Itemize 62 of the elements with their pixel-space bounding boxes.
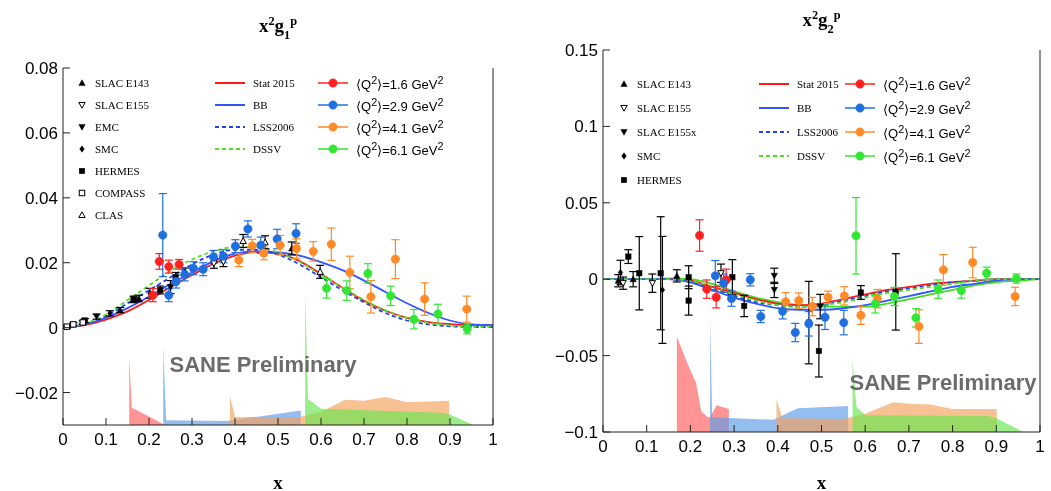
x-tick-label: 0.6 (309, 430, 333, 449)
y-tick-label: 0.08 (24, 59, 58, 78)
x-tick-label: 0.3 (180, 430, 204, 449)
y-tick-label: 0.1 (574, 117, 598, 137)
legend-label: EMC (95, 121, 119, 133)
x-tick-label: 0.5 (266, 430, 290, 449)
legend-label: Stat 2015 (797, 78, 839, 90)
x-tick-label: 0.9 (438, 430, 462, 449)
legend-label: SLAC E155 (637, 102, 692, 114)
y-tick-label: 0 (48, 318, 58, 338)
x-tick-label: 0.7 (352, 430, 376, 449)
y-tick-label: 0.15 (564, 41, 598, 60)
legend-label: DSSV (797, 150, 826, 162)
x-tick-label: 1 (488, 430, 498, 449)
legend-label: BB (253, 99, 268, 111)
legend-label: ⟨Q$^{2}$⟩=2.9 GeV$^{2}$ (883, 98, 971, 118)
legend-label: HERMES (95, 165, 140, 177)
legend-label: ⟨Q$^{2}$⟩=6.1 GeV$^{2}$ (356, 139, 444, 159)
legend-label: Stat 2015 (253, 77, 295, 89)
y-tick-label: 0.02 (24, 253, 58, 273)
y-tick-label: 0.06 (24, 123, 58, 143)
x-tick-label: 0.3 (722, 437, 746, 456)
legend-label: BB (797, 102, 812, 114)
legend-label: SLAC E143 (637, 78, 692, 90)
legend-label: LSS2006 (253, 121, 294, 133)
y-tick-label: 0.05 (564, 193, 598, 213)
x-tick-label: 0.1 (94, 430, 118, 449)
legend-label: ⟨Q$^{2}$⟩=2.9 GeV$^{2}$ (356, 95, 444, 115)
x-tick-label: 0.6 (853, 437, 878, 456)
legend-label: HERMES (637, 174, 682, 186)
legend-label: ⟨Q$^{2}$⟩=1.6 GeV$^{2}$ (356, 73, 444, 93)
y-tick-label: −0.02 (14, 383, 58, 403)
x-tick-label: 0.7 (897, 437, 921, 456)
y-tick-label: −0.05 (554, 346, 598, 366)
y-tick-label: −0.1 (564, 423, 598, 442)
x-tick-label: 0.2 (678, 437, 703, 456)
legend-label: CLAS (95, 209, 124, 221)
legend-label: SLAC E155 (95, 99, 150, 111)
y-tick-label: 0 (588, 270, 598, 290)
legend-label: SMC (95, 143, 119, 155)
x-tick-label: 0.8 (940, 437, 965, 456)
legend-label: ⟨Q$^{2}$⟩=1.6 GeV$^{2}$ (883, 74, 971, 94)
legend-label: ⟨Q$^{2}$⟩=4.1 GeV$^{2}$ (883, 122, 971, 142)
x-tick-label: 0.9 (984, 437, 1009, 456)
x-tick-label: 0.5 (809, 437, 834, 456)
legend-label: COMPASS (95, 187, 146, 199)
x-tick-label: 0.8 (395, 430, 419, 449)
x-tick-label: 0.4 (765, 437, 790, 456)
y-tick-label: 0.04 (24, 188, 58, 208)
x-tick-label: 0.4 (223, 430, 247, 449)
legend-label: DSSV (253, 143, 282, 155)
x-tick-label: 0.2 (137, 430, 161, 449)
legend-label: SLAC E155x (637, 126, 697, 138)
legend-label: SMC (637, 150, 661, 162)
x-axis-title: x (273, 472, 284, 491)
x-tick-label: 0.1 (634, 437, 659, 456)
legend-label: ⟨Q$^{2}$⟩=6.1 GeV$^{2}$ (883, 146, 971, 166)
x-axis-title: x (816, 472, 827, 491)
legend-label: SLAC E143 (95, 77, 150, 89)
x-tick-label: 1 (1035, 437, 1045, 456)
legend-label: LSS2006 (797, 126, 838, 138)
legend-label: ⟨Q$^{2}$⟩=4.1 GeV$^{2}$ (356, 117, 444, 137)
